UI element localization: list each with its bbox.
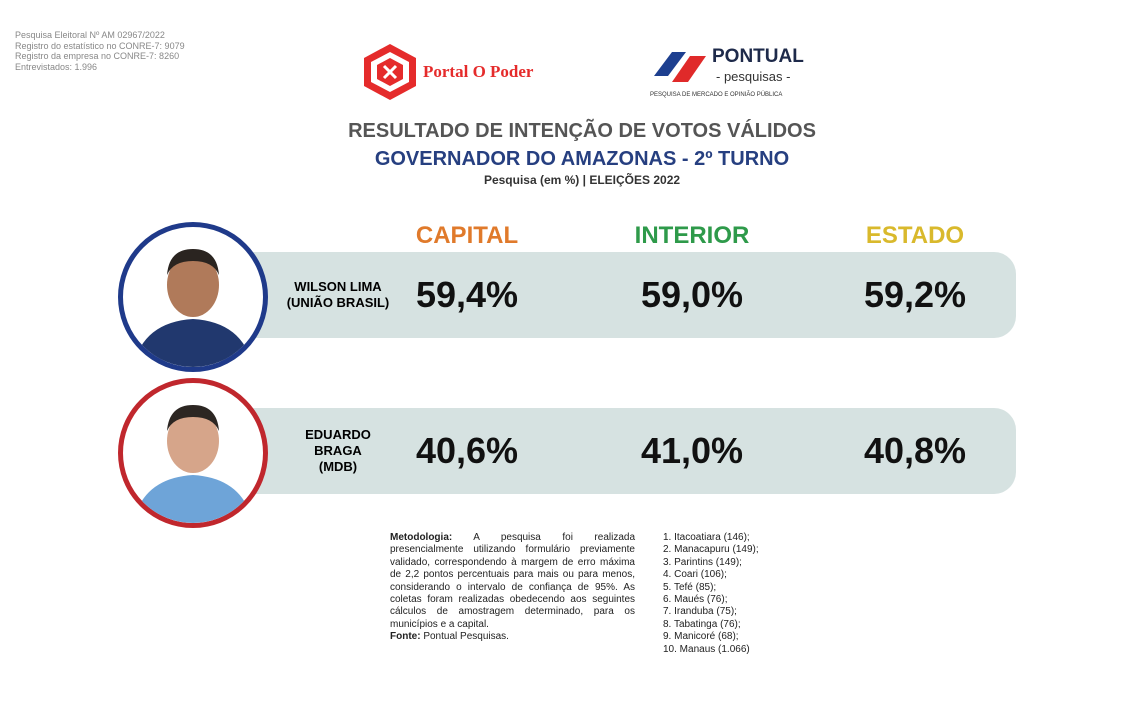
municipality: 10. Manaus (1.066) xyxy=(663,643,750,655)
candidate-name: WILSON LIMA (UNIÃO BRASIL) xyxy=(273,279,403,311)
candidate-name: EDUARDO BRAGA (MDB) xyxy=(273,427,403,475)
municipality: 7. Iranduba (75); xyxy=(663,606,737,618)
row-band xyxy=(190,252,1016,338)
methodology-label: Metodologia: xyxy=(390,532,453,543)
portal-logo-icon xyxy=(364,44,416,100)
municipality: 9. Manicoré (68); xyxy=(663,631,739,643)
registration-line: Entrevistados: 1.996 xyxy=(15,61,98,72)
column-header: CAPITAL xyxy=(415,222,519,249)
candidate-name-line: WILSON LIMA xyxy=(294,279,382,294)
row-band xyxy=(190,408,1016,494)
vote-share: 40,8% xyxy=(863,430,967,471)
candidate-name-line: BRAGA xyxy=(314,443,362,458)
municipality: 4. Coari (106); xyxy=(663,569,727,581)
registration-line: Registro da empresa no CONRE-7: 8260 xyxy=(15,51,180,61)
municipality: 6. Maués (76); xyxy=(663,594,728,606)
municipality: 3. Parintins (149); xyxy=(663,556,742,568)
caption: Pesquisa (em %) | ELEIÇÕES 2022 xyxy=(483,173,681,187)
portal-logo-text: Portal O Poder xyxy=(423,62,534,81)
vote-share: 40,6% xyxy=(415,430,519,471)
registration-line: Registro do estatístico no CONRE-7: 9079 xyxy=(15,40,185,51)
column-header: INTERIOR xyxy=(634,222,750,249)
source-label: Fonte: xyxy=(390,631,421,643)
candidate-name-line: (MDB) xyxy=(318,459,358,474)
municipality: 8. Tabatinga (76); xyxy=(663,618,741,630)
source: Pontual Pesquisas. xyxy=(423,631,509,643)
pontual-name: PONTUAL xyxy=(712,46,804,67)
municipality: 2. Manacapuru (149); xyxy=(663,544,759,556)
subtitle: GOVERNADOR DO AMAZONAS - 2º TURNO xyxy=(374,148,790,170)
candidate-name-line: EDUARDO xyxy=(305,427,371,442)
registration-line: Pesquisa Eleitoral Nº AM 02967/2022 xyxy=(15,30,165,40)
municipality: 1. Itacoatiara (146); xyxy=(663,532,750,543)
title: RESULTADO DE INTENÇÃO DE VOTOS VÁLIDOS xyxy=(348,120,816,142)
pontual-logo-icon xyxy=(654,52,706,82)
vote-share: 59,4% xyxy=(415,274,519,315)
candidate-photo xyxy=(118,222,268,372)
candidate-name-line: (UNIÃO BRASIL) xyxy=(286,295,390,310)
vote-share: 59,0% xyxy=(640,274,744,315)
methodology: Metodologia: A pesquisa foi realizada pr… xyxy=(390,532,635,644)
municipality-list: 1. Itacoatiara (146); 2. Manacapuru (149)… xyxy=(663,532,759,656)
vote-share: 41,0% xyxy=(640,430,744,471)
registration: Pesquisa Eleitoral Nº AM 02967/2022 Regis… xyxy=(15,30,185,72)
pontual-subtitle: PESQUISA DE MERCADO E OPINIÃO PÚBLICA xyxy=(650,92,783,98)
column-header: ESTADO xyxy=(865,222,965,249)
methodology-text: A pesquisa foi realizada presencialmente… xyxy=(390,532,636,630)
vote-share: 59,2% xyxy=(863,274,967,315)
municipality: 5. Tefé (85); xyxy=(663,581,717,593)
candidate-photo xyxy=(118,378,268,528)
pontual-tagline: - pesquisas - xyxy=(716,69,791,84)
